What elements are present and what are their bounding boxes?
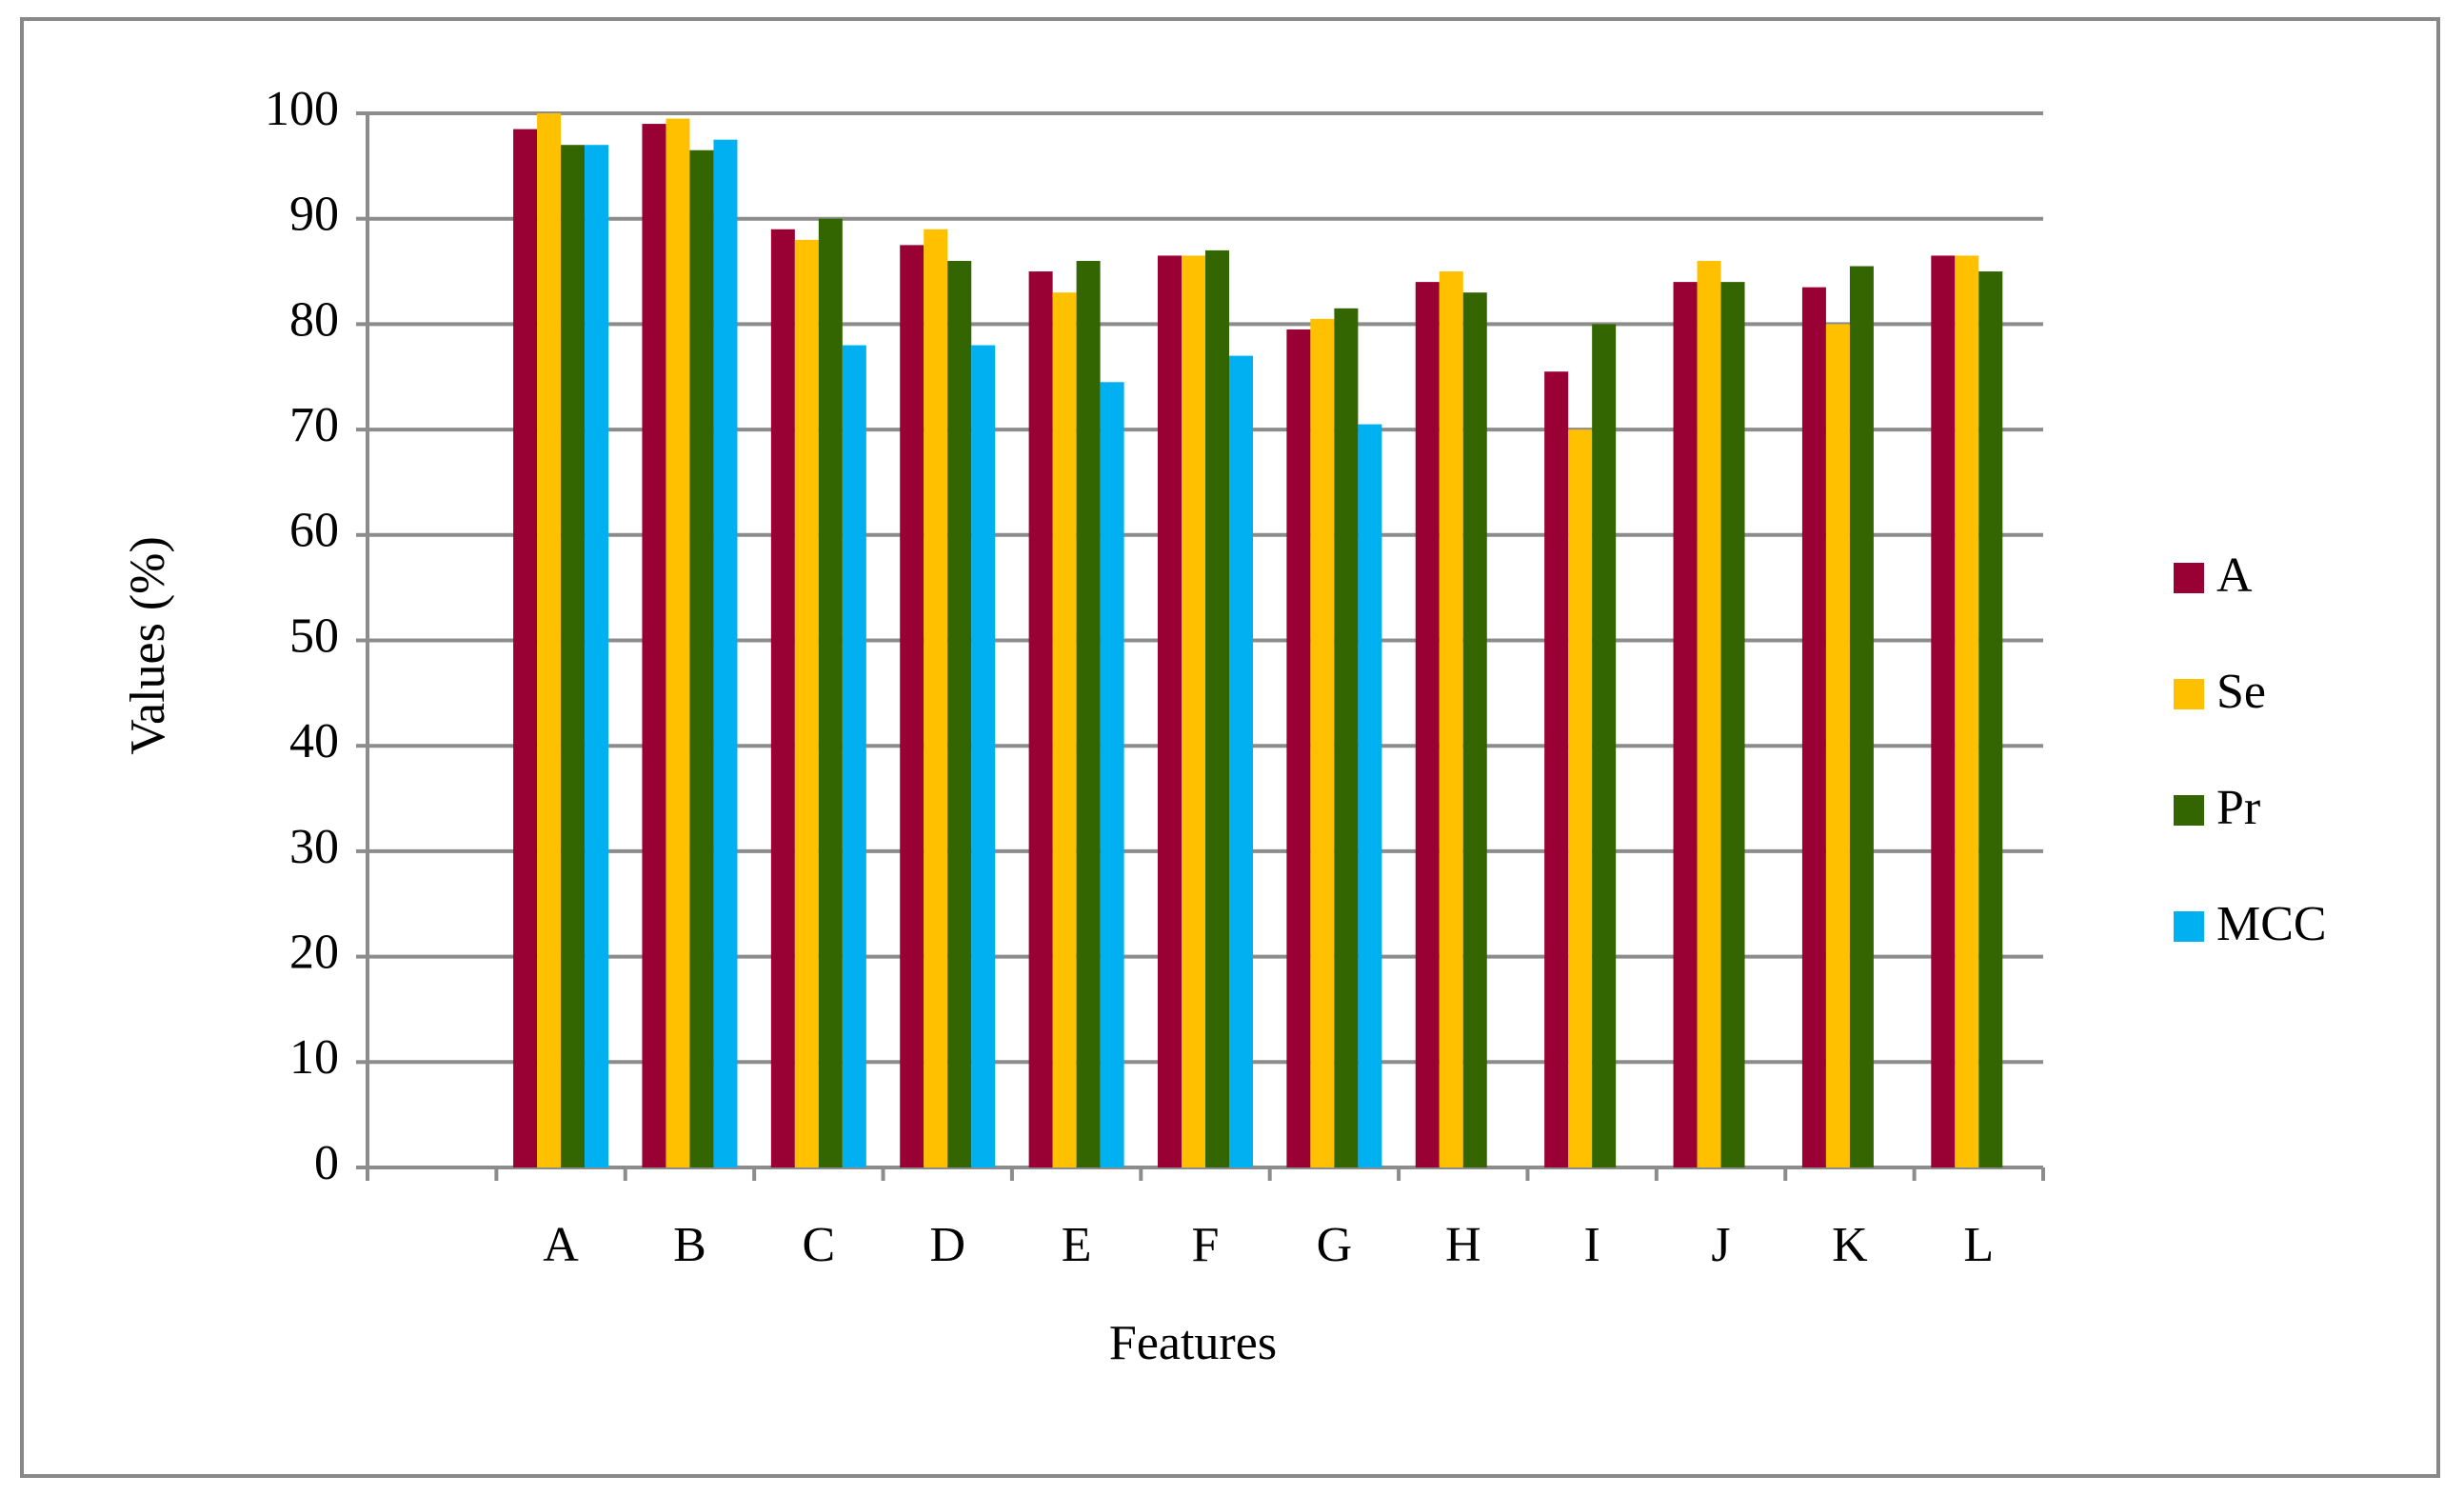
bar	[842, 345, 866, 1167]
bar	[1978, 271, 2003, 1167]
x-tick-label: J	[1711, 1218, 1730, 1272]
bar	[585, 145, 609, 1168]
bar	[1310, 318, 1335, 1167]
legend-label: A	[2216, 549, 2253, 603]
y-tick-label: 40	[289, 714, 339, 768]
bar	[666, 118, 690, 1167]
bar	[900, 245, 924, 1167]
bar	[1568, 429, 1593, 1168]
y-tick-label: 30	[289, 820, 339, 874]
bar	[1100, 382, 1124, 1167]
bar	[1955, 255, 1979, 1167]
y-tick-label: 20	[289, 926, 339, 980]
bar	[794, 239, 819, 1168]
bar	[513, 129, 538, 1168]
x-axis-title: Features	[1109, 1316, 1277, 1370]
x-tick-label: C	[803, 1218, 836, 1272]
y-axis-title: Values (%)	[121, 536, 175, 755]
bar	[1076, 260, 1101, 1168]
x-tick-label: A	[543, 1218, 579, 1272]
bar	[1028, 271, 1053, 1167]
legend-swatch	[2174, 563, 2204, 593]
bar	[971, 345, 996, 1167]
bar	[537, 113, 562, 1167]
bar	[1720, 282, 1745, 1167]
y-tick-label: 10	[289, 1030, 339, 1085]
bar	[1358, 424, 1382, 1167]
bar	[770, 229, 795, 1167]
y-tick-label: 50	[289, 608, 339, 663]
y-tick-label: 90	[289, 188, 339, 242]
bar	[1052, 292, 1077, 1167]
x-tick-label: E	[1062, 1218, 1092, 1272]
x-tick-label: F	[1192, 1218, 1220, 1272]
bar	[689, 150, 714, 1167]
bar	[1415, 282, 1440, 1167]
bar	[1825, 324, 1850, 1167]
legend-label: Pr	[2216, 781, 2260, 835]
legend-label: Se	[2216, 665, 2266, 719]
bar	[1439, 271, 1463, 1167]
bar	[1673, 282, 1698, 1167]
bar	[1182, 255, 1205, 1167]
legend-swatch	[2174, 679, 2204, 709]
bar	[1229, 355, 1253, 1167]
y-tick-label: 0	[314, 1136, 339, 1190]
bar	[1697, 260, 1721, 1168]
x-tick-label: L	[1963, 1218, 1994, 1272]
bar	[818, 218, 843, 1167]
bar	[1931, 255, 1956, 1167]
bar	[1592, 324, 1617, 1167]
legend-swatch	[2174, 911, 2204, 942]
bar	[1158, 255, 1182, 1167]
bar	[713, 139, 738, 1167]
y-tick-label: 70	[289, 398, 339, 452]
bar	[1849, 266, 1874, 1167]
y-tick-label: 100	[265, 82, 339, 136]
x-tick-label: B	[673, 1218, 706, 1272]
bar	[1286, 329, 1311, 1167]
x-tick-label: D	[929, 1218, 965, 1272]
bar	[1462, 292, 1487, 1167]
bar	[924, 229, 948, 1167]
bar	[561, 145, 586, 1168]
x-tick-label: I	[1583, 1218, 1600, 1272]
y-tick-label: 80	[289, 292, 339, 347]
bar	[1334, 308, 1359, 1167]
x-tick-label: G	[1317, 1218, 1353, 1272]
y-tick-label: 60	[289, 504, 339, 558]
x-tick-label: H	[1445, 1218, 1481, 1272]
bar	[1205, 249, 1229, 1167]
x-tick-label: K	[1832, 1218, 1868, 1272]
bar	[1544, 371, 1569, 1168]
bar	[947, 260, 972, 1168]
legend-label: MCC	[2216, 897, 2327, 951]
bar	[1801, 287, 1826, 1167]
bar	[642, 124, 666, 1167]
legend-swatch	[2174, 795, 2204, 826]
